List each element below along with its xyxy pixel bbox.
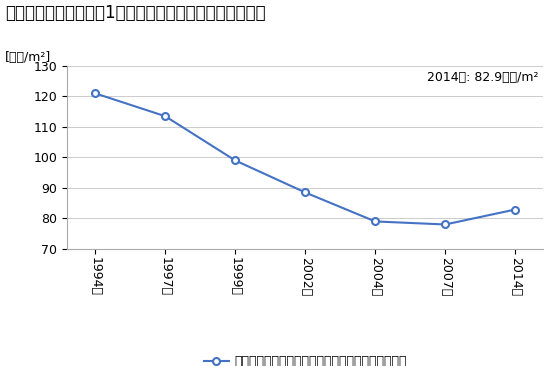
その他の小売業の店舗１平米当たり年間商品販売額	[232, 158, 239, 163]
その他の小売業の店舗１平米当たり年間商品販売額	[372, 219, 379, 224]
Text: その他の小売業の店舗1平米当たり年間商品販売額の推移: その他の小売業の店舗1平米当たり年間商品販売額の推移	[6, 4, 266, 22]
その他の小売業の店舗１平米当たり年間商品販売額	[442, 222, 449, 227]
その他の小売業の店舗１平米当たり年間商品販売額	[162, 114, 169, 119]
Line: その他の小売業の店舗１平米当たり年間商品販売額: その他の小売業の店舗１平米当たり年間商品販売額	[92, 90, 519, 228]
その他の小売業の店舗１平米当たり年間商品販売額	[92, 91, 99, 96]
その他の小売業の店舗１平米当たり年間商品販売額	[302, 190, 309, 195]
その他の小売業の店舗１平米当たり年間商品販売額	[512, 207, 519, 212]
Legend: その他の小売業の店舗１平米当たり年間商品販売額: その他の小売業の店舗１平米当たり年間商品販売額	[199, 350, 412, 366]
Text: [万円/m²]: [万円/m²]	[6, 51, 52, 64]
Text: 2014年: 82.9万円/m²: 2014年: 82.9万円/m²	[427, 71, 538, 85]
